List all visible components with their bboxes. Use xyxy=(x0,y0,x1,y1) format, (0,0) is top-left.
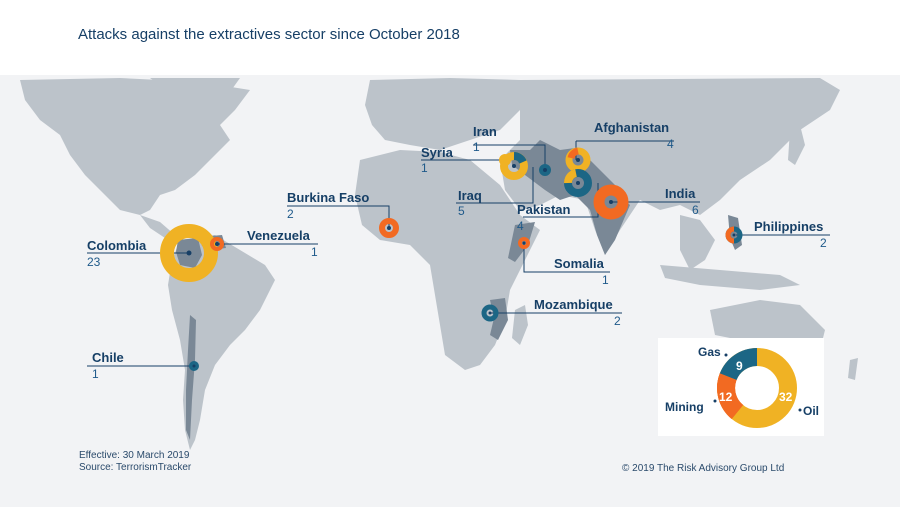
label-colombia: Colombia xyxy=(87,238,147,253)
count-pakistan: 4 xyxy=(517,219,524,233)
indonesia xyxy=(660,265,800,290)
count-mozambique: 2 xyxy=(614,314,621,328)
japan xyxy=(788,125,805,165)
count-iran: 1 xyxy=(473,140,480,154)
source-note: Source: TerrorismTracker xyxy=(79,462,192,473)
label-syria: Syria xyxy=(421,145,453,160)
label-chile: Chile xyxy=(92,350,124,365)
count-iraq: 5 xyxy=(458,204,465,218)
marker-colombia[interactable] xyxy=(160,224,218,282)
label-iran: Iran xyxy=(473,124,497,139)
count-syria: 1 xyxy=(421,161,428,175)
label-venezuela: Venezuela xyxy=(247,228,310,243)
header: Attacks against the extractives sector s… xyxy=(0,0,900,75)
australia xyxy=(710,300,825,350)
legend-oil-value: 32 xyxy=(779,390,793,404)
label-iraq: Iraq xyxy=(458,188,482,203)
asia-landmass xyxy=(500,78,840,255)
label-philippines: Philippines xyxy=(754,219,824,234)
legend-mining-label: Mining xyxy=(665,400,704,414)
legend-mining-value: 12 xyxy=(719,390,733,404)
north-america-landmass xyxy=(20,78,250,215)
southeast-asia xyxy=(680,215,715,270)
count-somalia: 1 xyxy=(602,273,609,287)
count-philippines: 2 xyxy=(820,236,827,250)
world-map xyxy=(20,78,858,450)
footer-notes: Effective: 30 March 2019 Source: Terrori… xyxy=(79,450,191,474)
effective-date: Effective: 30 March 2019 xyxy=(79,450,190,461)
south-america-landmass xyxy=(168,235,275,450)
marker-somalia[interactable] xyxy=(518,237,530,249)
count-venezuela: 1 xyxy=(311,245,318,259)
count-burkina-faso: 2 xyxy=(287,207,294,221)
count-india: 6 xyxy=(692,203,699,217)
marker-burkina-faso[interactable] xyxy=(379,218,399,238)
chile-highlight xyxy=(186,315,196,440)
madagascar xyxy=(512,305,528,345)
legend-gas-value: 9 xyxy=(736,359,743,373)
marker-mozambique[interactable] xyxy=(481,304,499,322)
marker-chile[interactable] xyxy=(189,361,199,371)
sector-donut-chart xyxy=(713,348,802,428)
marker-iran[interactable] xyxy=(539,164,551,176)
legend-oil-label: Oil xyxy=(803,404,820,418)
marker-iraq[interactable] xyxy=(500,152,528,180)
sector-legend: Gas 9 Mining 12 Oil 32 xyxy=(658,338,824,436)
label-burkina-faso: Burkina Faso xyxy=(287,190,370,205)
label-india: India xyxy=(665,186,696,201)
marker-india[interactable] xyxy=(593,184,629,220)
legend-gas-label: Gas xyxy=(698,345,721,359)
greenland xyxy=(150,78,240,100)
label-pakistan: Pakistan xyxy=(517,202,571,217)
count-afghanistan: 4 xyxy=(667,137,674,151)
count-colombia: 23 xyxy=(87,255,101,269)
label-somalia: Somalia xyxy=(554,256,604,271)
label-mozambique: Mozambique xyxy=(534,297,613,312)
marker-philippines[interactable] xyxy=(725,226,743,244)
marker-pakistan[interactable] xyxy=(564,169,592,197)
marker-venezuela[interactable] xyxy=(210,237,224,251)
page-title: Attacks against the extractives sector s… xyxy=(78,26,460,43)
copyright: © 2019 The Risk Advisory Group Ltd xyxy=(622,463,785,474)
marker-afghanistan[interactable] xyxy=(565,147,591,173)
count-chile: 1 xyxy=(92,367,99,381)
new-zealand xyxy=(848,358,858,380)
gas-slice xyxy=(719,348,758,381)
label-afghanistan: Afghanistan xyxy=(594,120,670,135)
europe-landmass xyxy=(365,78,520,150)
